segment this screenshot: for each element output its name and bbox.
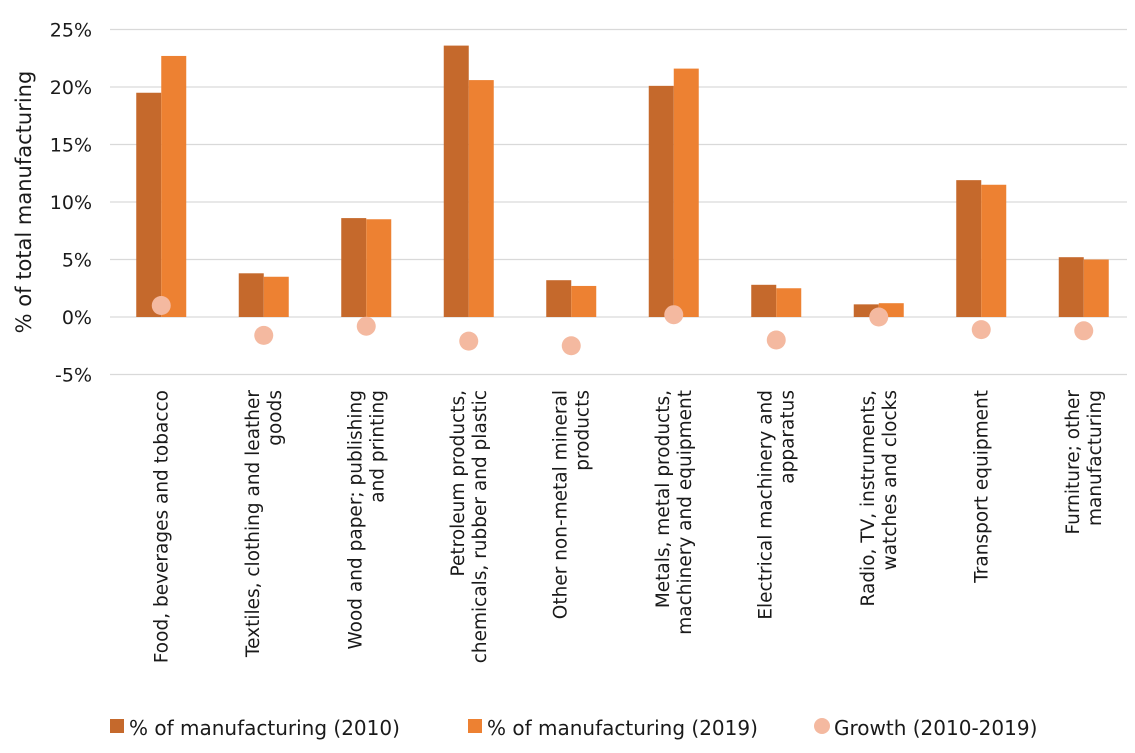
y-tick-label: 0% <box>62 307 92 329</box>
y-tick-label: 20% <box>50 77 92 99</box>
y-tick-label: -5% <box>55 365 92 387</box>
y-axis-title: % of total manufacturing <box>12 71 36 334</box>
x-category-label: products <box>572 390 593 471</box>
x-category-label: Textiles, clothing and leather <box>243 390 264 658</box>
growth-point <box>766 330 786 350</box>
x-category-label: Electrical machinery and <box>755 390 776 620</box>
bar-2019 <box>776 288 802 317</box>
x-category-label: apparatus <box>777 390 798 484</box>
x-category-label: Wood and paper; publishing <box>345 390 366 650</box>
bar-2010 <box>956 180 982 317</box>
bar-2010 <box>546 280 572 317</box>
growth-point <box>1074 321 1094 341</box>
growth-point <box>356 316 376 336</box>
y-tick-label: 15% <box>50 135 92 157</box>
bar-2010 <box>751 284 777 317</box>
x-category-label: Radio, TV, instruments, <box>858 390 879 606</box>
legend-swatch <box>468 719 482 733</box>
x-category-label: goods <box>265 390 286 446</box>
growth-point <box>971 320 991 340</box>
growth-point <box>151 296 171 315</box>
growth-point <box>254 325 274 345</box>
x-category-label: chemicals, rubber and plastic <box>470 390 491 663</box>
bar-2019 <box>263 276 289 317</box>
bar-2010 <box>136 92 162 317</box>
bar-2019 <box>161 55 187 317</box>
bar-2010 <box>341 218 367 317</box>
bars <box>136 45 1109 317</box>
x-category-label: manufacturing <box>1085 390 1106 526</box>
x-axis-categories: Food, beverages and tobacco Textiles, clo… <box>151 390 1106 664</box>
y-axis-ticks: -5% 0% 5% 10% 15% 20% 25% <box>50 20 92 387</box>
legend: % of manufacturing (2010) % of manufactur… <box>110 716 1037 740</box>
bar-2019 <box>981 184 1007 317</box>
legend-label: % of manufacturing (2019) <box>487 716 758 740</box>
growth-point <box>869 307 889 327</box>
growth-point <box>561 336 581 356</box>
x-category-label: Food, beverages and tobacco <box>151 390 172 663</box>
growth-point <box>664 305 684 325</box>
growth-point <box>459 331 479 351</box>
x-category-label: Petroleum products, <box>448 390 469 576</box>
bar-2010 <box>1058 257 1084 317</box>
bar-2019 <box>571 285 597 317</box>
growth-markers <box>151 296 1094 356</box>
bar-2019 <box>366 219 392 317</box>
y-tick-label: 5% <box>62 250 92 272</box>
x-category-label: Other non-metal mineral <box>550 390 571 619</box>
bar-2019 <box>673 68 699 317</box>
x-category-label: machinery and equipment <box>675 390 696 635</box>
legend-label: Growth (2010-2019) <box>834 716 1037 740</box>
x-category-label: watches and clocks <box>880 390 901 570</box>
y-tick-label: 10% <box>50 192 92 214</box>
x-category-label: Furniture; other <box>1063 390 1084 535</box>
legend-label: % of manufacturing (2010) <box>129 716 400 740</box>
legend-swatch <box>110 719 124 733</box>
bar-2019 <box>1083 259 1109 317</box>
x-category-label: and printing <box>367 390 388 503</box>
y-tick-label: 25% <box>50 20 92 42</box>
x-category-label: Transport equipment <box>971 390 992 584</box>
bar-2010 <box>443 45 469 317</box>
legend-swatch <box>814 718 830 734</box>
x-category-label: Metals, metal products, <box>653 390 674 608</box>
bar-2010 <box>238 273 264 317</box>
bar-2019 <box>468 80 494 317</box>
bar-2010 <box>648 85 674 317</box>
